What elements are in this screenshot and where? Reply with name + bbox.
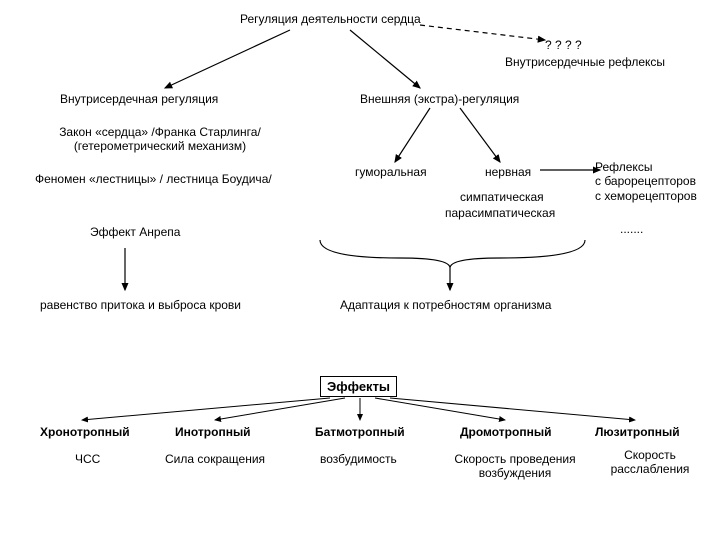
baroreflex-2: с барорецепторов	[595, 174, 696, 188]
law-line1: Закон «сердца» /Франка Старлинга/	[59, 125, 261, 139]
sympathetic: симпатическая	[460, 190, 544, 204]
effects-box: Эффекты	[320, 376, 397, 397]
conduction-2: возбуждения	[479, 466, 551, 480]
chss: ЧСС	[75, 452, 100, 466]
parasympathetic: парасимпатическая	[445, 206, 555, 220]
relaxation-1: Скорость	[624, 448, 676, 462]
nervous: нервная	[485, 165, 531, 179]
baroreflex-1: Рефлексы	[595, 160, 652, 174]
anrep: Эффект Анрепа	[90, 225, 180, 239]
relaxation: Скорость расслабления	[605, 448, 695, 477]
question: ? ? ? ?	[545, 38, 582, 52]
conduction: Скорость проведения возбуждения	[450, 452, 580, 481]
adaptation: Адаптация к потребностям организма	[340, 298, 551, 312]
phenomenon: Феномен «лестницы» / лестница Боудича/	[35, 172, 272, 186]
batmo: Батмотропный	[315, 425, 405, 439]
title: Регуляция деятельности сердца	[240, 12, 421, 26]
dromo: Дромотропный	[460, 425, 551, 439]
equality: равенство притока и выброса крови	[40, 298, 241, 312]
left-branch: Внутрисердечная регуляция	[60, 92, 218, 106]
ino: Инотропный	[175, 425, 251, 439]
right-branch: Внешняя (экстра)-регуляция	[360, 92, 519, 106]
reflexes: Внутрисердечные рефлексы	[505, 55, 665, 69]
baroreflex-3: с хеморецепторов	[595, 189, 697, 203]
lusi: Люзитропный	[595, 425, 680, 439]
law-line2: (гетерометрический механизм)	[74, 139, 246, 153]
excitability: возбудимость	[320, 452, 397, 466]
chrono: Хронотропный	[40, 425, 130, 439]
baroreflex: Рефлексы с барорецепторов с хеморецептор…	[595, 160, 710, 203]
law: Закон «сердца» /Франка Старлинга/ (гетер…	[50, 125, 270, 154]
relaxation-2: расслабления	[611, 462, 690, 476]
humoral: гуморальная	[355, 165, 427, 179]
force: Сила сокращения	[165, 452, 265, 466]
dots: .......	[620, 222, 643, 236]
conduction-1: Скорость проведения	[454, 452, 575, 466]
